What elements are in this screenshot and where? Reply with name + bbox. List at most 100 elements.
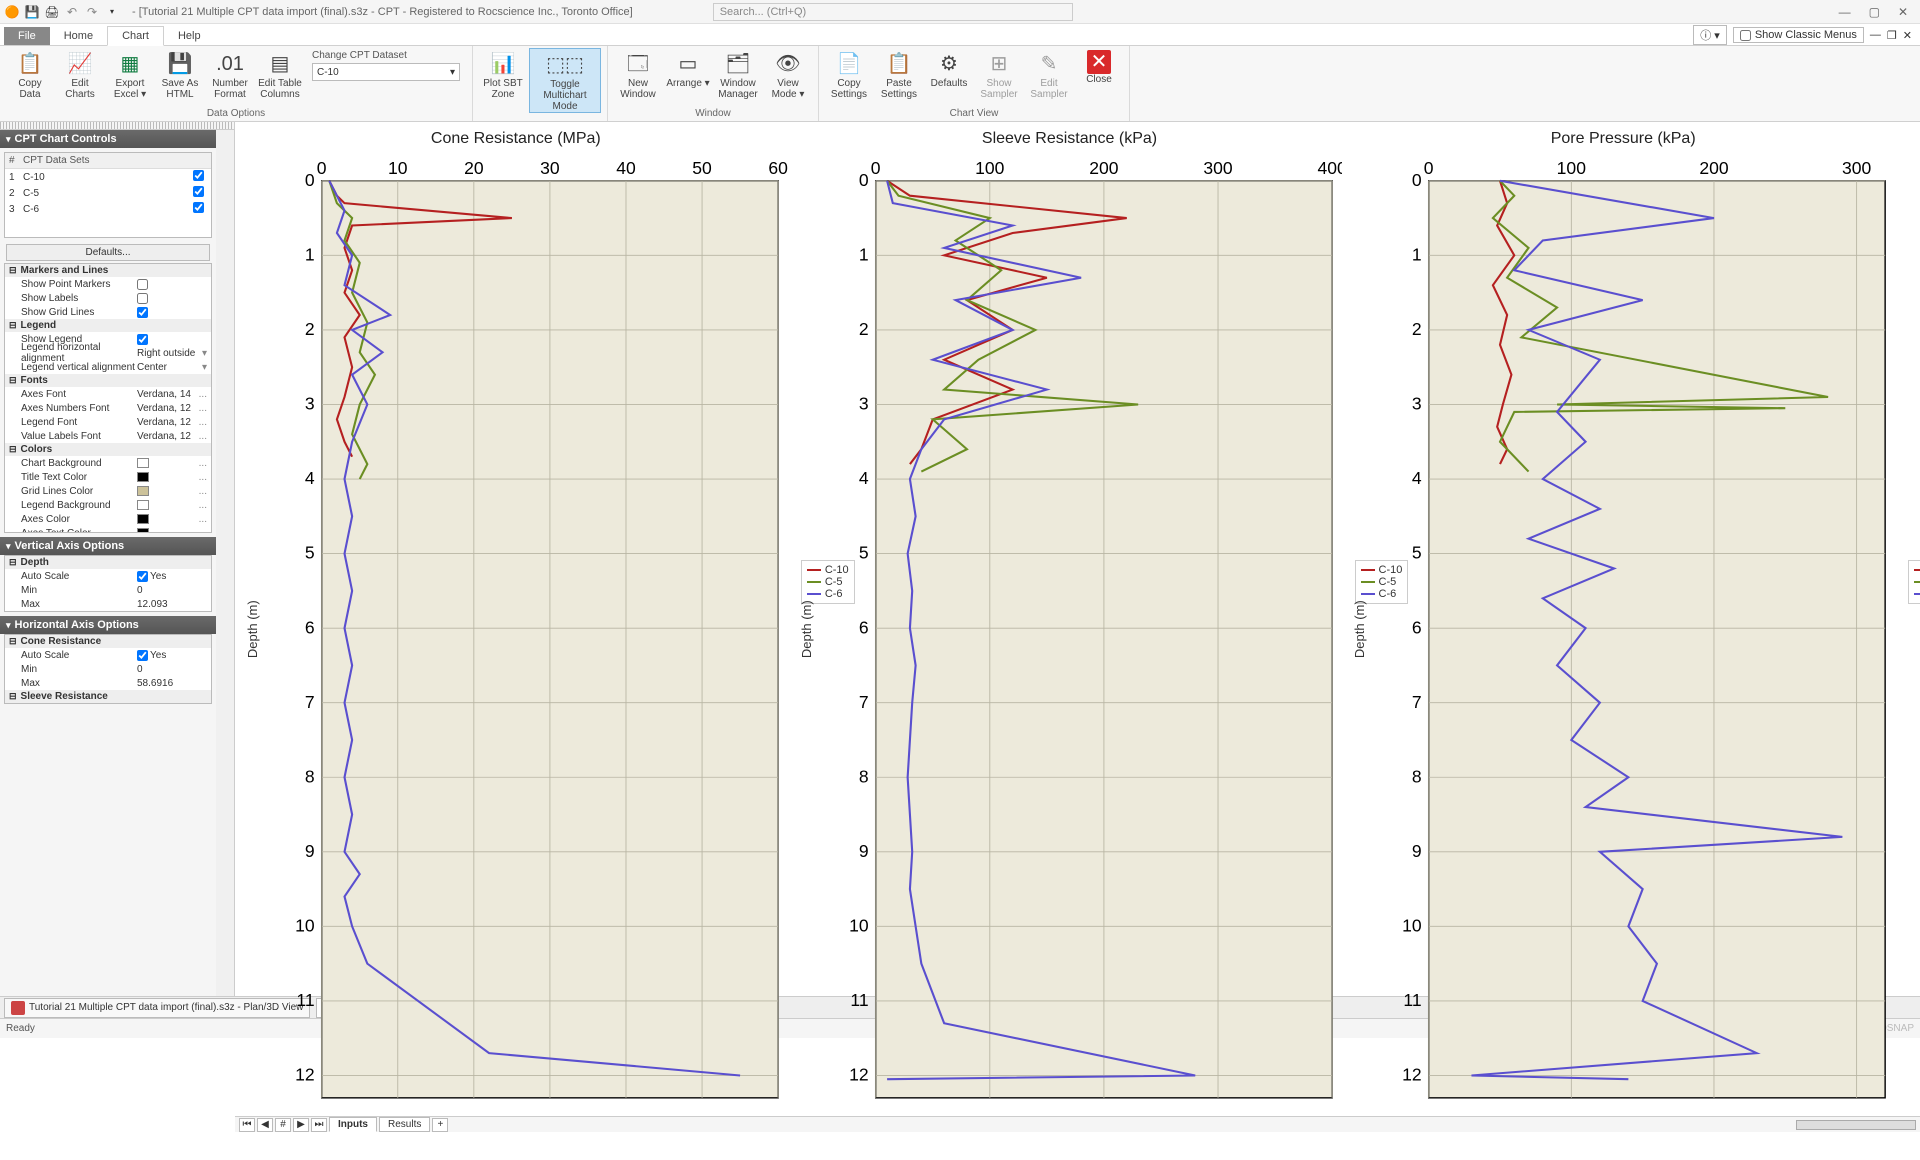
mdi-close-icon[interactable]: ✕ (1903, 29, 1912, 42)
svg-text:9: 9 (1412, 841, 1422, 861)
dataset-row[interactable]: 2C-5 (5, 185, 211, 201)
close-icon[interactable]: ✕ (1898, 5, 1908, 19)
sleeve-section[interactable]: Sleeve Resistance (5, 690, 211, 703)
tab-chart[interactable]: Chart (107, 26, 164, 46)
cone-max[interactable]: 58.6916 (137, 678, 207, 689)
copy-settings-button[interactable]: 📄Copy Settings (825, 48, 873, 107)
sidebar-scrollbar[interactable] (216, 130, 234, 996)
legend-valign-value[interactable]: Center▾ (137, 362, 207, 373)
cone-min[interactable]: 0 (137, 664, 207, 675)
legend-halign-value[interactable]: Right outside▾ (137, 348, 207, 359)
sheet-list-icon[interactable]: # (275, 1118, 291, 1132)
legend-section[interactable]: Legend (5, 319, 211, 332)
legend-bg-value[interactable]: ... (137, 500, 207, 511)
cone-autoscale[interactable]: Yes (137, 650, 207, 661)
view-mode-button[interactable]: 👁View Mode ▾ (764, 48, 812, 107)
tab-file[interactable]: File (4, 27, 50, 45)
grid-lines-color-value[interactable]: ... (137, 486, 207, 497)
mdi-minimize-icon[interactable]: — (1870, 29, 1881, 41)
svg-text:0: 0 (859, 170, 869, 190)
mdi-restore-icon[interactable]: ❐ (1887, 29, 1897, 42)
svg-text:60: 60 (768, 158, 788, 178)
vertical-axis-header[interactable]: Vertical Axis Options (0, 537, 216, 555)
defaults-list-button[interactable]: Defaults... (6, 244, 210, 261)
window-title: - [Tutorial 21 Multiple CPT data import … (132, 6, 633, 18)
minimize-icon[interactable]: — (1839, 5, 1851, 19)
cpt-chart-controls-header[interactable]: CPT Chart Controls (0, 130, 216, 148)
app-icon: 🟠 (4, 4, 20, 20)
sidebar-grip[interactable] (0, 122, 234, 130)
horizontal-axis-header[interactable]: Horizontal Axis Options (0, 616, 216, 634)
new-window-button[interactable]: 🗔New Window (614, 48, 662, 107)
sheet-add-icon[interactable]: + (432, 1118, 448, 1132)
axes-color-value[interactable]: ... (137, 514, 207, 525)
svg-text:7: 7 (859, 692, 869, 712)
depth-autoscale[interactable]: Yes (137, 571, 207, 582)
svg-text:7: 7 (305, 692, 315, 712)
fonts-section[interactable]: Fonts (5, 374, 211, 387)
qat-dropdown-icon[interactable]: ▾ (104, 4, 120, 20)
svg-text:2: 2 (305, 319, 315, 339)
sheet-prev-icon[interactable]: ◀ (257, 1118, 273, 1132)
chart-bg-value[interactable]: ... (137, 458, 207, 469)
show-classic-menus[interactable]: Show Classic Menus (1733, 27, 1864, 43)
chart-cone: Cone Resistance (MPa) Depth (m) 01020304… (243, 130, 789, 1108)
tab-help[interactable]: Help (164, 27, 215, 45)
show-grid-lines-check[interactable] (137, 307, 148, 318)
save-icon[interactable]: 💾 (24, 4, 40, 20)
edit-table-columns-button[interactable]: ▤Edit Table Columns (256, 48, 304, 107)
defaults-button[interactable]: ⚙Defaults (925, 48, 973, 107)
legend-font-value[interactable]: Verdana, 12... (137, 417, 207, 428)
tab-home[interactable]: Home (50, 27, 107, 45)
search-box[interactable]: Search... (Ctrl+Q) (713, 3, 1073, 21)
sheet-tab-results[interactable]: Results (379, 1117, 430, 1132)
chart-title: Cone Resistance (MPa) (243, 130, 789, 148)
dataset-row[interactable]: 3C-6 (5, 201, 211, 217)
sheet-tab-inputs[interactable]: Inputs (329, 1117, 377, 1132)
cone-section[interactable]: Cone Resistance (5, 635, 211, 648)
export-excel-button[interactable]: ▦Export Excel ▾ (106, 48, 154, 107)
depth-min[interactable]: 0 (137, 585, 207, 596)
redo-icon[interactable]: ↷ (84, 4, 100, 20)
sheet-first-icon[interactable]: ⏮ (239, 1118, 255, 1132)
paste-settings-button[interactable]: 📋Paste Settings (875, 48, 923, 107)
group-window: Window (614, 107, 812, 121)
status-ready: Ready (6, 1023, 35, 1034)
change-dataset-label: Change CPT Dataset (312, 50, 460, 61)
axes-text-color-value[interactable]: ... (137, 528, 207, 534)
axes-font-value[interactable]: Verdana, 14... (137, 389, 207, 400)
depth-section[interactable]: Depth (5, 556, 211, 569)
markers-lines-section[interactable]: Markers and Lines (5, 264, 211, 277)
zoom-slider[interactable] (1796, 1120, 1916, 1130)
toggle-multichart-button[interactable]: ⬚⬚Toggle Multichart Mode (529, 48, 601, 113)
dataset-dropdown[interactable]: C-10▾ (312, 63, 460, 81)
plot-sbt-button[interactable]: 📊Plot SBT Zone (479, 48, 527, 113)
number-format-button[interactable]: .01Number Format (206, 48, 254, 107)
undo-icon[interactable]: ↶ (64, 4, 80, 20)
print-icon[interactable]: 🖨 (44, 4, 60, 20)
dataset-row[interactable]: 1C-10 (5, 169, 211, 185)
svg-text:400: 400 (1317, 158, 1342, 178)
colors-section[interactable]: Colors (5, 443, 211, 456)
svg-text:11: 11 (850, 990, 868, 1010)
sheet-last-icon[interactable]: ⏭ (311, 1118, 327, 1132)
window-manager-button[interactable]: 🗂Window Manager (714, 48, 762, 107)
depth-max[interactable]: 12.093 (137, 599, 207, 610)
arrange-button[interactable]: ▭Arrange ▾ (664, 48, 712, 107)
edit-charts-button[interactable]: 📈Edit Charts (56, 48, 104, 107)
maximize-icon[interactable]: ▢ (1869, 5, 1880, 19)
show-sampler-button[interactable]: ⊞Show Sampler (975, 48, 1023, 107)
sheet-next-icon[interactable]: ▶ (293, 1118, 309, 1132)
value-labels-font-value[interactable]: Verdana, 12... (137, 431, 207, 442)
copy-data-button[interactable]: 📋Copy Data (6, 48, 54, 107)
title-text-color-value[interactable]: ... (137, 472, 207, 483)
edit-sampler-button[interactable]: ✎Edit Sampler (1025, 48, 1073, 107)
show-point-markers-check[interactable] (137, 279, 148, 290)
show-labels-check[interactable] (137, 293, 148, 304)
info-button[interactable]: ⓘ ▾ (1693, 25, 1727, 45)
show-legend-check[interactable] (137, 334, 148, 345)
save-html-button[interactable]: 💾Save As HTML (156, 48, 204, 107)
y-axis-label: Depth (m) (797, 150, 816, 1108)
close-chart-button[interactable]: ✕Close (1075, 48, 1123, 107)
axes-num-font-value[interactable]: Verdana, 12... (137, 403, 207, 414)
